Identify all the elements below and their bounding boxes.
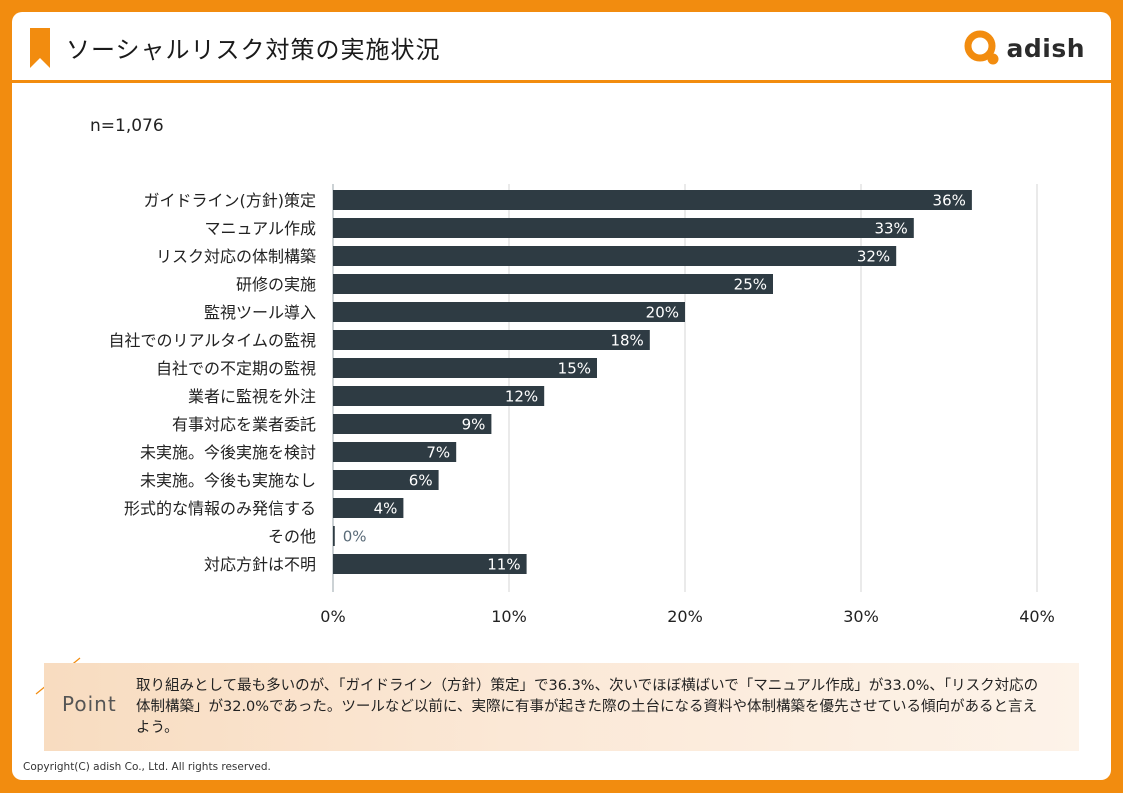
bar — [333, 330, 650, 350]
bookmark-icon — [30, 28, 50, 68]
data-label: 12% — [505, 388, 538, 406]
category-label: ガイドライン(方針)策定 — [144, 191, 317, 210]
data-label: 32% — [857, 248, 890, 266]
category-label: リスク対応の体制構築 — [156, 247, 316, 266]
bar-chart: ガイドライン(方針)策定 36% マニュアル作成 33% リスク対応の体制構築 32% 研修… — [108, 184, 1055, 626]
header: ソーシャルリスク対策の実施状況 adish — [12, 12, 1111, 83]
page-title: ソーシャルリスク対策の実施状況 — [66, 36, 441, 64]
data-label: 9% — [462, 416, 486, 434]
category-label: 未実施。今後実施を検討 — [140, 443, 316, 462]
point-label: Point — [62, 692, 117, 716]
category-label: 業者に監視を外注 — [188, 387, 316, 406]
x-tick-label: 30% — [843, 607, 879, 626]
category-label: 自社での不定期の監視 — [156, 359, 316, 378]
category-label: 自社でのリアルタイムの監視 — [108, 331, 316, 350]
bar — [333, 386, 545, 406]
data-label: 6% — [409, 472, 433, 490]
bar — [333, 470, 439, 490]
x-tick-label: 40% — [1019, 607, 1055, 626]
bar — [333, 498, 404, 518]
data-label: 25% — [734, 276, 767, 294]
bar — [333, 246, 897, 266]
bar — [333, 358, 597, 378]
sample-size: n=1,076 — [90, 116, 164, 136]
bar — [333, 554, 527, 574]
data-label: 4% — [374, 500, 398, 518]
bar — [333, 190, 972, 210]
bar — [333, 414, 492, 434]
bar — [333, 302, 685, 322]
copyright: Copyright(C) adish Co., Ltd. All rights … — [23, 761, 271, 773]
x-tick-label: 0% — [320, 607, 345, 626]
x-tick-label: 10% — [491, 607, 527, 626]
category-label: 有事対応を業者委託 — [172, 415, 316, 434]
data-label: 11% — [487, 556, 520, 574]
bar — [333, 218, 914, 238]
logo: adish — [964, 30, 1085, 66]
category-label: マニュアル作成 — [204, 219, 316, 238]
category-label: 対応方針は不明 — [204, 555, 316, 574]
category-label: 研修の実施 — [236, 275, 316, 294]
data-label: 7% — [426, 444, 450, 462]
data-label: 15% — [558, 360, 591, 378]
point-box — [44, 663, 1079, 751]
category-label: 形式的な情報のみ発信する — [124, 499, 316, 518]
data-label: 20% — [646, 304, 679, 322]
category-label: 監視ツール導入 — [204, 303, 316, 322]
data-label: 0% — [343, 528, 367, 546]
bar — [333, 526, 335, 546]
x-tick-label: 20% — [667, 607, 703, 626]
point-text: 取り組みとして最も多いのが、「ガイドライン（方針）策定」で36.3%、次いでほぼ… — [136, 678, 1039, 736]
category-label: 未実施。今後も実施なし — [140, 471, 316, 490]
data-label: 36% — [933, 192, 966, 210]
data-label: 18% — [610, 332, 643, 350]
bar — [333, 442, 457, 462]
category-label: その他 — [268, 527, 316, 546]
logo-mark-icon — [964, 30, 999, 65]
data-label: 33% — [874, 220, 907, 238]
slide-card: ソーシャルリスク対策の実施状況 adish n=1,076 ガイドライン(方針)… — [12, 12, 1111, 780]
logo-text: adish — [1006, 33, 1085, 63]
bar — [333, 274, 773, 294]
